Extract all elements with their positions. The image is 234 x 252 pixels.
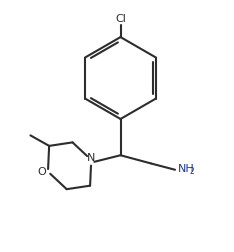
Text: NH: NH	[178, 164, 195, 174]
Text: Cl: Cl	[115, 14, 126, 24]
Text: O: O	[38, 167, 47, 177]
Text: 2: 2	[189, 167, 194, 176]
Text: N: N	[87, 153, 95, 163]
